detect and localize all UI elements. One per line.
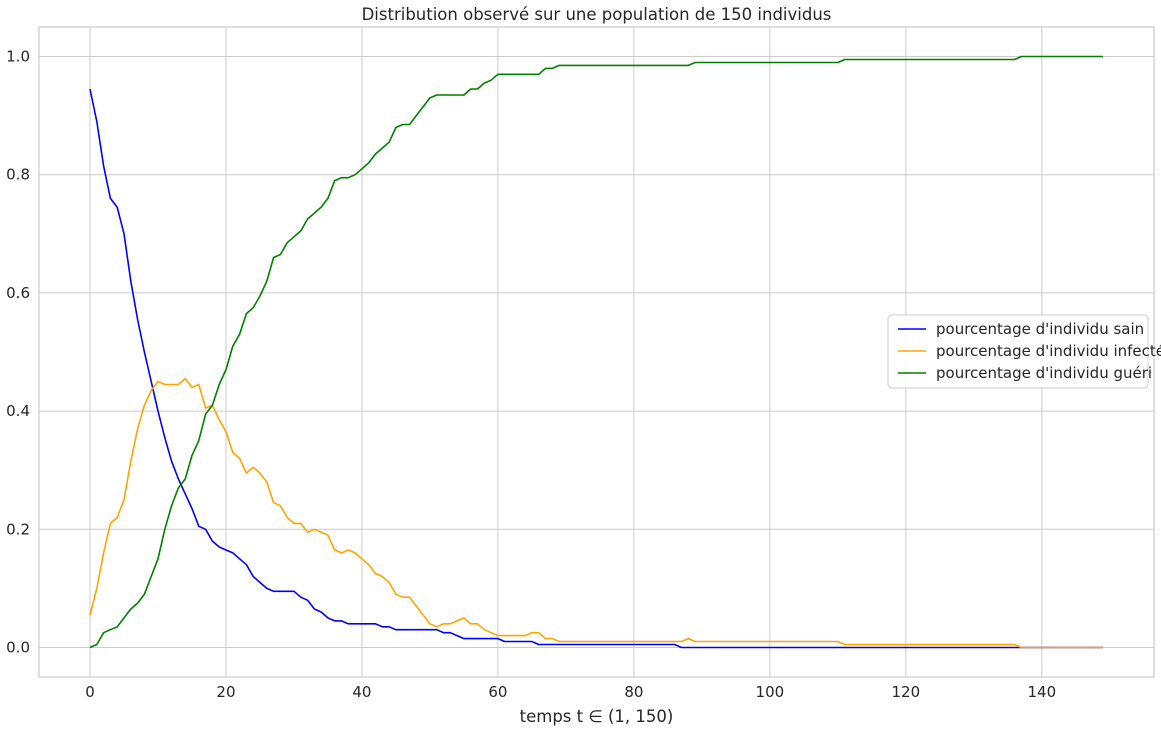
y-tick-label: 0.8 — [6, 166, 30, 184]
series-lines — [89, 55, 1103, 649]
series-line-0 — [89, 88, 1103, 649]
chart-title: Distribution observé sur une population … — [362, 5, 832, 24]
grid — [39, 27, 1154, 677]
y-tick-label: 0.0 — [6, 638, 30, 656]
x-axis-label: temps t ∈ (1, 150) — [520, 707, 674, 726]
axes-frame — [38, 26, 1155, 678]
y-tick-label: 0.2 — [6, 520, 30, 538]
x-tick-label: 0 — [85, 683, 95, 701]
y-tick-label: 0.4 — [6, 402, 30, 420]
y-tick-label: 1.0 — [6, 48, 30, 66]
legend-box — [887, 314, 1149, 389]
x-tick-label: 140 — [1027, 683, 1056, 701]
tick-labels: 0 20 40 60 80 100 120 140 0.0 0.2 0.4 0.6 0.8 1.0 — [6, 48, 1056, 701]
legend-label: pourcentage d'individu guéri — [936, 364, 1152, 382]
legend-label: pourcentage d'individu sain — [936, 320, 1144, 338]
series-line-1 — [89, 377, 1103, 649]
x-tick-label: 20 — [216, 683, 235, 701]
x-tick-label: 100 — [756, 683, 785, 701]
x-tick-label: 40 — [352, 683, 371, 701]
legend-label: pourcentage d'individu infecté — [936, 342, 1161, 360]
legend: pourcentage d'individu sain pourcentage d… — [887, 314, 1161, 389]
x-tick-label: 120 — [892, 683, 921, 701]
x-tick-label: 80 — [624, 683, 643, 701]
x-tick-label: 60 — [488, 683, 507, 701]
series-line-2 — [89, 55, 1103, 649]
y-tick-label: 0.6 — [6, 284, 30, 302]
